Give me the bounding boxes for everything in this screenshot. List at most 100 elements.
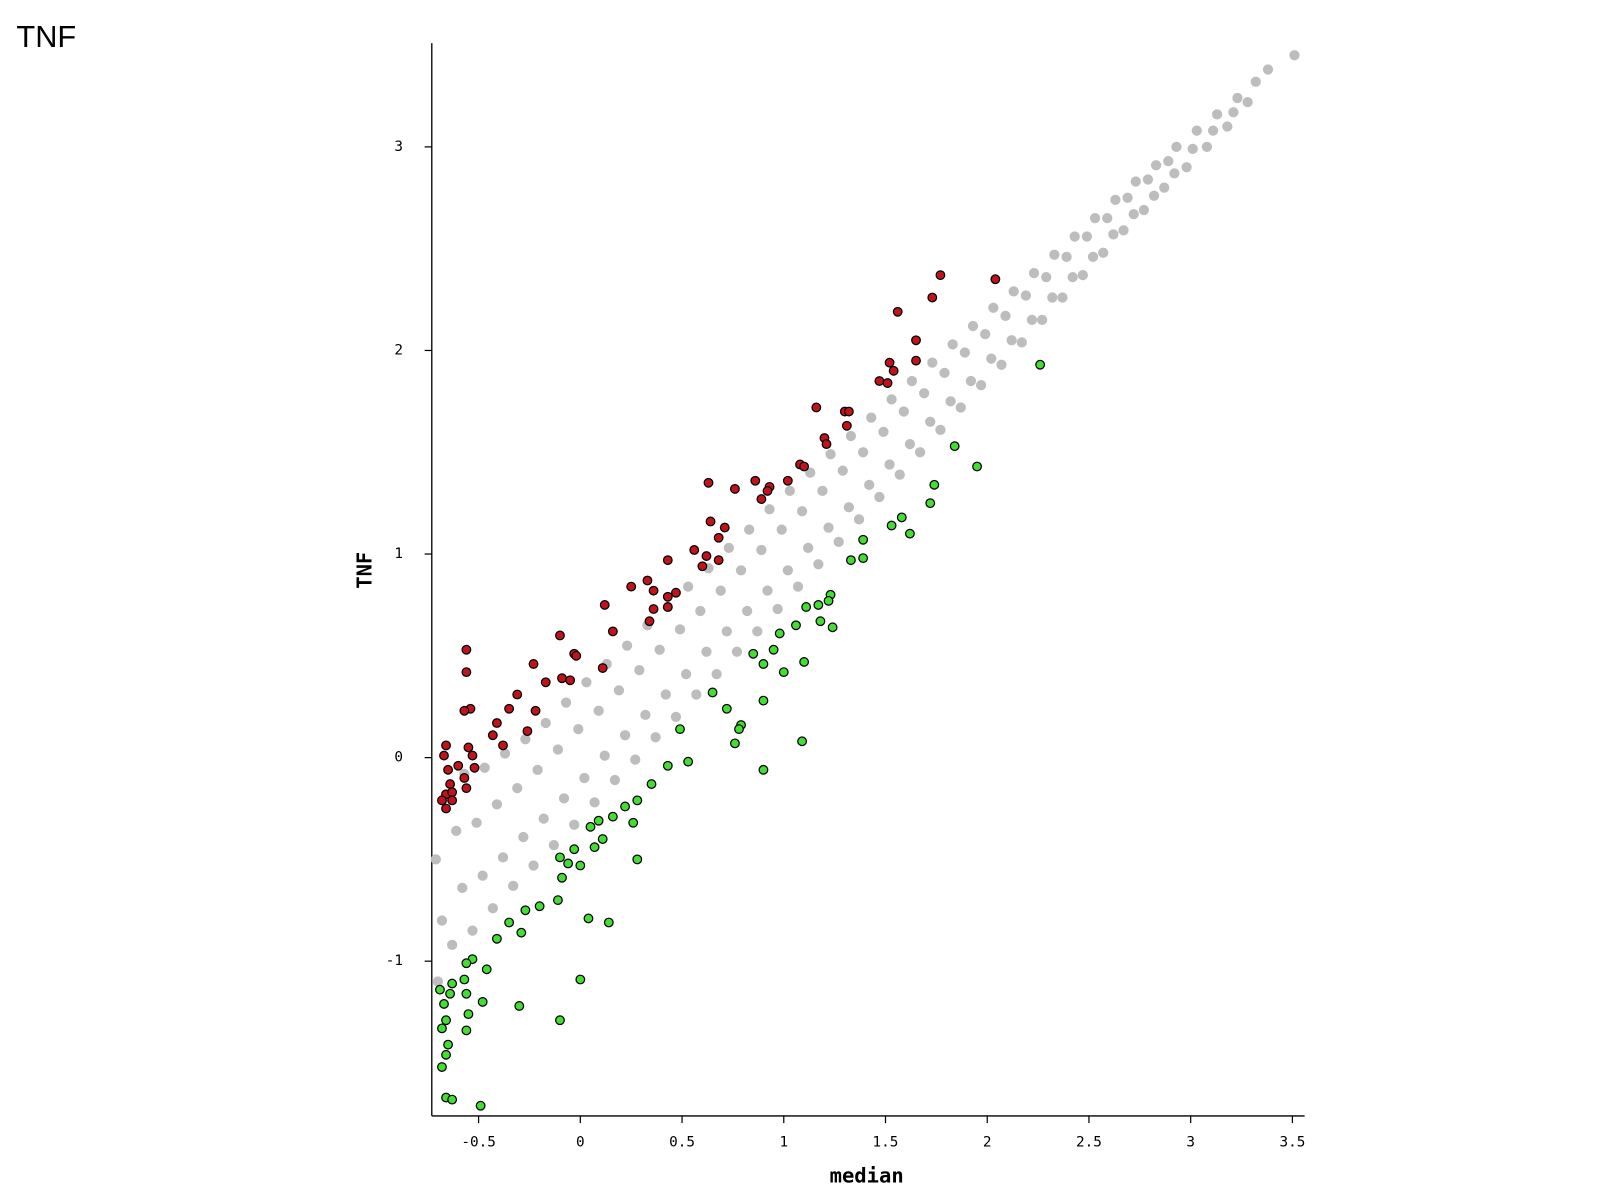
scatter-point <box>650 732 661 743</box>
scatter-point <box>843 502 855 513</box>
scatter-point <box>463 742 474 753</box>
scatter-point <box>459 705 470 716</box>
scatter-point <box>713 555 724 566</box>
scatter-point <box>719 522 730 533</box>
scatter-point <box>797 736 808 747</box>
scatter-point <box>892 306 903 317</box>
scatter-point <box>1020 290 1032 301</box>
scatter-point <box>599 750 610 761</box>
scatter-point <box>443 1039 453 1050</box>
scatter-point <box>894 469 905 480</box>
scatter-point <box>796 506 808 517</box>
scatter-point <box>457 882 468 894</box>
scatter-point <box>498 740 508 751</box>
scatter-point <box>1077 270 1088 281</box>
scatter-point <box>1108 229 1119 240</box>
scatter-point <box>1207 125 1219 136</box>
x-tick-label: -0.5 <box>461 1135 496 1151</box>
scatter-point <box>756 544 767 556</box>
scatter-point <box>1087 251 1099 262</box>
scatter-point <box>1089 213 1101 224</box>
scatter-point <box>792 581 804 592</box>
scatter-point <box>927 292 938 303</box>
scatter-point <box>823 595 834 606</box>
scatter-point <box>557 872 567 883</box>
scatter-point <box>878 426 889 438</box>
scatter-point <box>1191 125 1202 136</box>
scatter-point <box>1128 208 1139 220</box>
scatter-point <box>583 913 594 924</box>
scatter-point <box>522 726 533 737</box>
scatter-point <box>447 1094 458 1105</box>
scatter-point <box>707 687 718 698</box>
scatter-point <box>744 524 755 535</box>
scatter-point <box>758 764 769 775</box>
scatter-point <box>1150 160 1162 171</box>
scatter-point <box>801 602 812 612</box>
scatter-point <box>487 730 498 741</box>
scatter-point <box>701 551 712 561</box>
scatter-point <box>705 516 716 527</box>
scatter-point <box>866 412 877 423</box>
scatter-point <box>593 815 604 826</box>
scatter-point <box>630 754 641 765</box>
scatter-point <box>730 738 740 749</box>
scatter-point <box>841 420 852 431</box>
scatter-point <box>461 1025 472 1036</box>
scatter-point <box>1067 272 1078 283</box>
scatter-point <box>906 375 918 387</box>
x-tick-label: 3 <box>1186 1135 1195 1151</box>
scatter-point <box>437 1023 447 1034</box>
scatter-point <box>762 486 773 496</box>
scatter-point <box>1289 50 1300 61</box>
scatter-point <box>837 465 848 476</box>
scatter-point <box>882 378 893 388</box>
scatter-point <box>532 764 543 775</box>
scatter-point <box>874 376 885 386</box>
x-tick-label: 1 <box>779 1135 788 1151</box>
scatter-point <box>799 657 810 667</box>
scatter-point <box>1006 335 1017 346</box>
scatter-point <box>634 664 645 676</box>
scatter-point <box>833 536 844 547</box>
scatter-point <box>1232 92 1243 104</box>
scatter-point <box>491 799 503 810</box>
scatter-point <box>662 555 673 566</box>
scatter-point <box>575 974 586 985</box>
scatter-point <box>1118 225 1129 236</box>
scatter-point <box>589 797 600 808</box>
scatter-point <box>644 616 655 627</box>
scatter-point <box>904 528 915 539</box>
scatter-point <box>911 355 921 366</box>
scatter-point <box>965 375 977 387</box>
scatter-point <box>603 917 614 928</box>
scatter-point <box>1250 76 1261 87</box>
scatter-point <box>461 783 472 794</box>
scatter-point <box>949 441 960 452</box>
scatter-point <box>439 750 449 761</box>
y-tick-label: -1 <box>386 953 403 969</box>
scatter-point <box>467 925 478 936</box>
scatter-point <box>1026 314 1038 326</box>
scatter-point <box>980 329 991 340</box>
scatter-point <box>459 974 470 985</box>
scatter-point <box>632 854 643 865</box>
scatter-point <box>437 795 447 806</box>
scatter-point <box>662 760 673 771</box>
x-tick-label: 1.5 <box>873 1135 899 1151</box>
scatter-point <box>845 430 857 442</box>
scatter-point <box>748 648 759 659</box>
scatter-point <box>904 438 916 450</box>
scatter-point <box>540 677 551 688</box>
scatter-point <box>555 630 565 641</box>
scatter-point <box>530 705 541 716</box>
scatter-point <box>430 854 441 865</box>
scatter-point <box>553 895 563 906</box>
scatter-point <box>898 406 909 417</box>
scatter-point <box>815 616 826 627</box>
scatter-point <box>758 659 769 669</box>
scatter-point <box>563 858 574 869</box>
scatter-point <box>695 605 706 617</box>
scatter-point <box>723 542 734 554</box>
